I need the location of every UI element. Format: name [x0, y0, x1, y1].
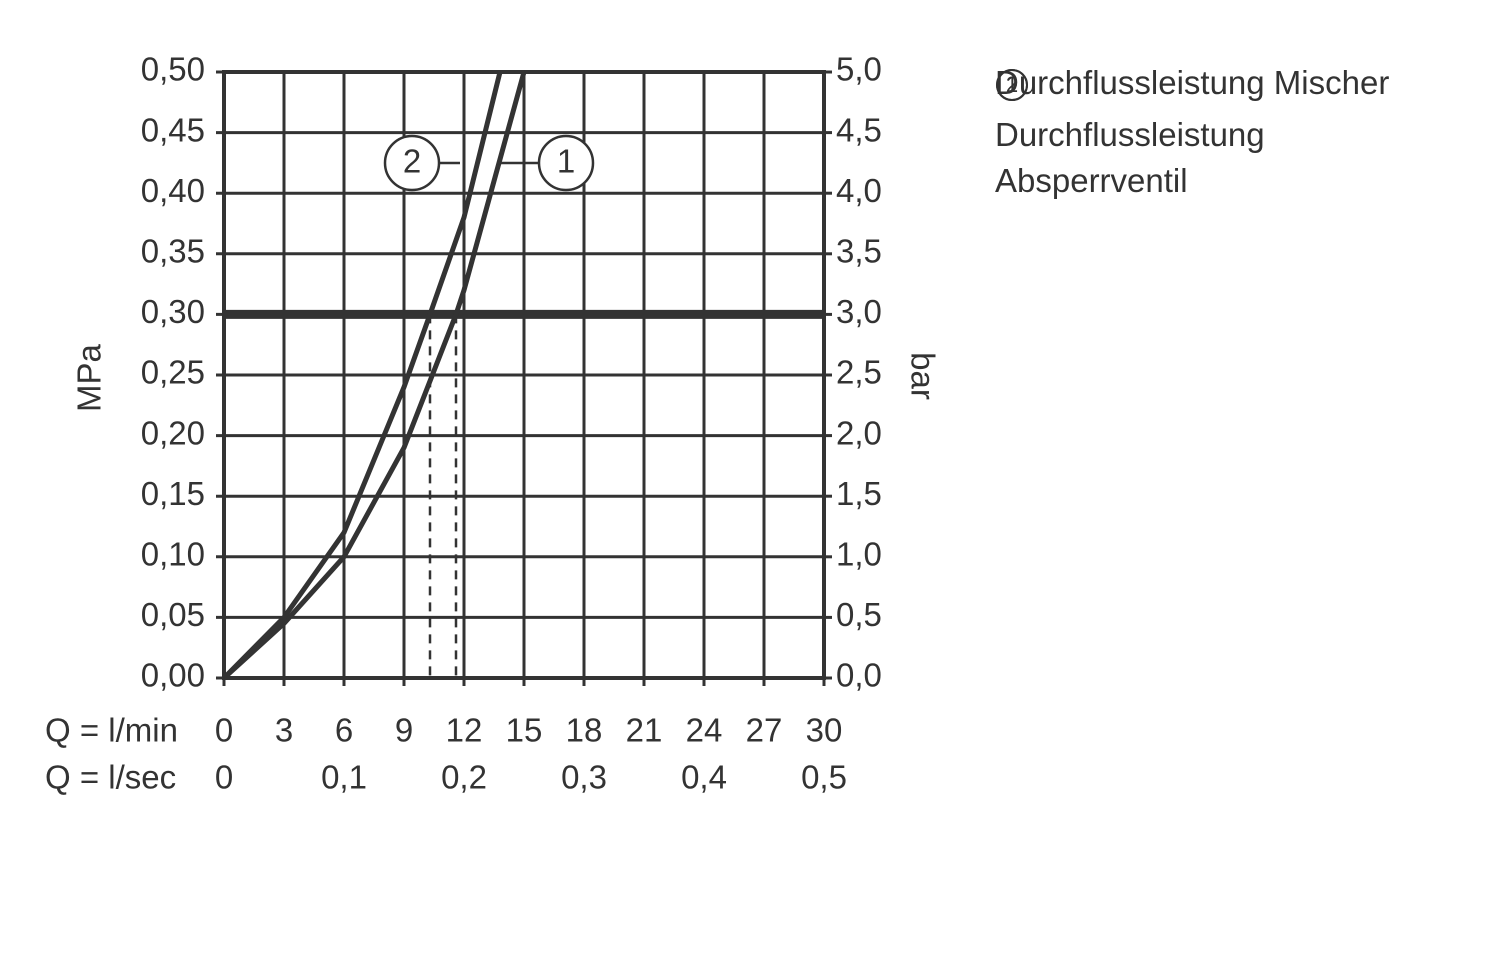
y-tick-label: 0,10 [141, 536, 205, 573]
y2-tick-label: 3,5 [836, 233, 882, 270]
legend-symbol-label: 2 [1006, 72, 1018, 97]
x-tick-label: 15 [506, 712, 543, 749]
x2-tick-label: 0,3 [561, 759, 607, 796]
y-tick-label: 0,15 [141, 475, 205, 512]
legend-circle [996, 69, 1028, 101]
x-tick-label: 0 [215, 712, 233, 749]
legend-item: 1 Durchflussleistung Mischer [995, 64, 1455, 106]
x-tick-label: 27 [746, 712, 783, 749]
y2-tick-label: 1,5 [836, 475, 882, 512]
callout-label: 2 [403, 143, 421, 180]
legend: 1 Durchflussleistung Mischer 2 Durchflussle… [995, 64, 1455, 216]
y-tick-label: 0,00 [141, 657, 205, 694]
y-tick-label: 0,25 [141, 354, 205, 391]
x2-tick-label: 0,5 [801, 759, 847, 796]
x-tick-label: 24 [686, 712, 723, 749]
y-tick-label: 0,30 [141, 293, 205, 330]
y2-tick-label: 3,0 [836, 293, 882, 330]
y-tick-label: 0,05 [141, 596, 205, 633]
y2-tick-label: 2,5 [836, 354, 882, 391]
callout-circle [383, 134, 441, 192]
series-line [222, 71, 503, 680]
x-tick-label: 21 [626, 712, 663, 749]
x-tick-label: 6 [335, 712, 353, 749]
x-tick-label: 12 [446, 712, 483, 749]
y-axis-label: MPa [71, 343, 108, 412]
x2-tick-label: 0,4 [681, 759, 727, 796]
legend-label: Durchflussleistung Mischer [995, 64, 1390, 101]
legend-symbol: 2 [996, 69, 1028, 101]
x-tick-label: 3 [275, 712, 293, 749]
y-tick-label: 0,45 [141, 111, 205, 148]
x-tick-label: 9 [395, 712, 413, 749]
x-axis-label: Q = l/min [45, 712, 178, 749]
y2-axis-label: bar [904, 352, 941, 400]
y2-tick-label: 5,0 [836, 51, 882, 88]
y-tick-label: 0,20 [141, 414, 205, 451]
y2-tick-label: 4,5 [836, 111, 882, 148]
x-tick-label: 30 [806, 712, 843, 749]
y-tick-label: 0,40 [141, 172, 205, 209]
x-tick-label: 18 [566, 712, 603, 749]
y-tick-label: 0,50 [141, 51, 205, 88]
callout-label: 1 [557, 143, 575, 180]
callout-circle [537, 134, 595, 192]
series-line [222, 71, 527, 680]
x2-axis-label: Q = l/sec [45, 759, 176, 796]
x2-tick-label: 0,2 [441, 759, 487, 796]
x2-tick-label: 0 [215, 759, 233, 796]
legend-label: Durchflussleistung Absperrventil [995, 116, 1265, 199]
y2-tick-label: 0,5 [836, 596, 882, 633]
legend-symbol-label: 1 [1006, 72, 1018, 97]
y-tick-label: 0,35 [141, 233, 205, 270]
y2-tick-label: 2,0 [836, 414, 882, 451]
legend-item: 2 Durchflussleistung Absperrventil [995, 69, 1455, 204]
x2-tick-label: 0,1 [321, 759, 367, 796]
y2-tick-label: 1,0 [836, 536, 882, 573]
y2-tick-label: 4,0 [836, 172, 882, 209]
y2-tick-label: 0,0 [836, 657, 882, 694]
